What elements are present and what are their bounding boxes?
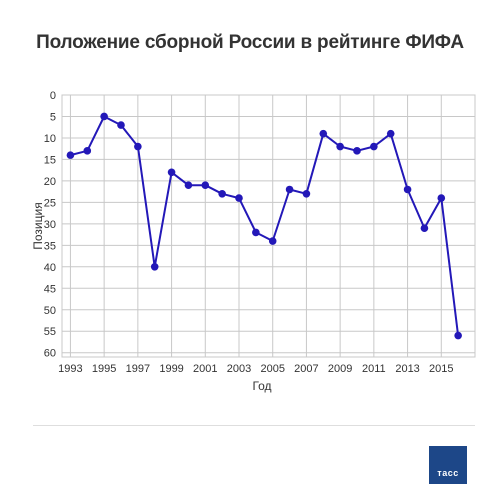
- series-line: [70, 115, 460, 336]
- x-tick-label: 2011: [362, 363, 386, 375]
- y-tick-label: 55: [44, 326, 56, 338]
- data-point: [134, 142, 142, 151]
- data-point: [83, 147, 92, 155]
- chart-title: Положение сборной России в рейтинге ФИФА: [36, 32, 464, 53]
- y-tick-label: 35: [44, 240, 56, 252]
- data-point: [150, 263, 159, 271]
- data-point: [218, 189, 226, 198]
- data-point: [386, 129, 395, 138]
- y-tick-label: 15: [44, 154, 56, 166]
- y-axis-label: Позиция: [31, 202, 45, 249]
- y-tick-label: 45: [44, 283, 56, 295]
- data-point: [403, 185, 412, 194]
- x-axis-label: Год: [252, 379, 271, 393]
- data-point: [268, 237, 277, 245]
- data-point: [285, 185, 294, 194]
- x-tick-label: 2013: [395, 363, 419, 375]
- x-tick-label: 2005: [260, 363, 284, 375]
- x-tick-label: 2009: [328, 363, 352, 375]
- data-point: [454, 331, 462, 340]
- data-point: [353, 147, 361, 155]
- data-point: [319, 129, 328, 138]
- data-point: [100, 112, 108, 121]
- y-tick-label: 30: [44, 219, 56, 231]
- data-point: [437, 194, 446, 202]
- tass-logo: тасс: [429, 446, 467, 484]
- y-tick-label: 50: [44, 305, 56, 317]
- data-point: [184, 181, 193, 189]
- y-tick-label: 60: [44, 348, 56, 360]
- data-point: [252, 228, 260, 237]
- y-tick-label: 25: [44, 197, 56, 209]
- data-point: [66, 151, 75, 159]
- x-tick-label: 1995: [92, 363, 116, 375]
- y-tick-label: 20: [44, 176, 56, 188]
- x-tick-label: 1993: [58, 363, 82, 375]
- x-tick-label: 1999: [159, 363, 183, 375]
- plot-frame: [61, 94, 476, 358]
- x-tick-label: 2015: [429, 363, 453, 375]
- y-tick-label: 10: [44, 133, 56, 145]
- data-point: [370, 142, 378, 151]
- y-tick-label: 40: [44, 262, 56, 274]
- data-point: [420, 224, 429, 232]
- data-point: [117, 121, 125, 129]
- data-point: [167, 168, 176, 177]
- data-point: [201, 181, 210, 189]
- x-tick-label: 1997: [126, 363, 150, 375]
- data-point: [235, 194, 243, 202]
- y-tick-label: 0: [50, 90, 56, 102]
- footer-divider: [33, 425, 475, 426]
- x-tick-label: 2007: [294, 363, 318, 375]
- x-tick-label: 2001: [193, 363, 217, 375]
- data-point: [302, 189, 311, 198]
- x-tick-label: 2003: [227, 363, 251, 375]
- data-point: [336, 142, 344, 151]
- y-tick-label: 5: [50, 111, 56, 123]
